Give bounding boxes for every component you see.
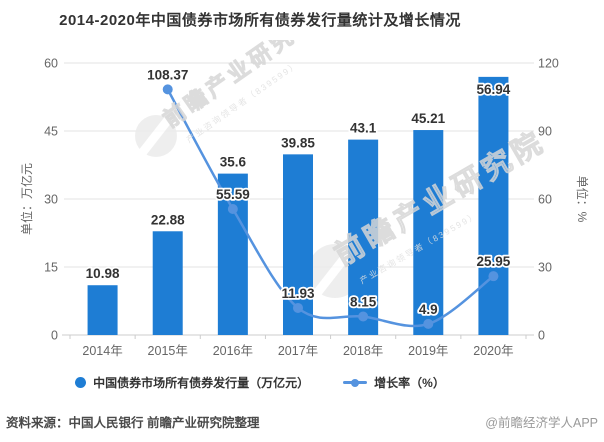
- x-axis-label: 2015年: [148, 344, 188, 358]
- bar-value-label: 43.1: [350, 121, 377, 136]
- x-axis: 2014年 2015年 2016年 2017年 2018年 2019年 2020年: [62, 334, 534, 358]
- bar-2018年[interactable]: [348, 139, 379, 335]
- bar-series: [87, 76, 509, 335]
- page-title: 2014-2020年中国债券市场所有债券发行量统计及增长情况: [59, 12, 461, 29]
- x-axis-label: 2020年: [473, 344, 513, 358]
- line-series-marker-icon: [343, 377, 368, 388]
- line-points: [162, 84, 499, 329]
- watermark-text: 前瞻产业研究院: [159, 40, 322, 132]
- line-point-2018年[interactable]: [358, 311, 369, 322]
- growth-rate-line: [166, 88, 495, 328]
- footer: 资料来源：中国人民银行 前瞻产业研究院整理 @前瞻经济学人APP: [0, 413, 604, 433]
- y-axis-tick-label-left: 30: [44, 193, 58, 207]
- y-axis-right-title: 单位：%: [575, 176, 590, 223]
- y-axis-tick-label-left: 15: [44, 261, 58, 275]
- bar-value-label: 35.6: [220, 155, 247, 170]
- y-axis-tick-label-right: 0: [538, 329, 545, 343]
- line-value-label: 4.9: [419, 302, 438, 317]
- bar-value-label: 56.94: [477, 82, 511, 97]
- y-axis-tick-label-left: 45: [44, 125, 58, 139]
- y-axis-tick-label-left: 60: [44, 57, 58, 71]
- bar-2019年[interactable]: [413, 130, 444, 335]
- y-axis-tick-label-left: 0: [51, 329, 58, 343]
- legend-label-issuance: 中国债券市场所有债券发行量（万亿元）: [93, 376, 310, 390]
- line-value-label: 108.37: [147, 67, 188, 82]
- bar-value-label: 22.88: [151, 212, 185, 227]
- bar-value-label: 45.21: [411, 111, 445, 126]
- source-note: 资料来源：中国人民银行 前瞻产业研究院整理: [6, 416, 260, 430]
- y-axis-tick-label-right: 30: [538, 261, 552, 275]
- value-labels: 10.98 22.88 35.6 39.85 43.1 45.21 56.94 108.37 5…: [84, 66, 513, 319]
- line-point-2016年[interactable]: [227, 203, 238, 214]
- legend-item-issuance[interactable]: 中国债券市场所有债券发行量（万亿元）: [75, 374, 309, 391]
- line-point-2015年[interactable]: [162, 84, 173, 95]
- line-value-label: 11.93: [281, 286, 315, 301]
- bar-value-label: 10.98: [86, 266, 120, 281]
- x-axis-label: 2016年: [213, 344, 253, 358]
- line-point-2020年[interactable]: [488, 271, 499, 282]
- y-axis-left-title: 单位：万亿元: [19, 163, 34, 235]
- line-value-label: 8.15: [350, 295, 377, 310]
- y-axis-tick-label-right: 90: [538, 125, 552, 139]
- legend-label-growth-rate: 增长率（%）: [374, 376, 445, 390]
- legend: 中国债券市场所有债券发行量（万亿元） 增长率（%）: [0, 374, 520, 391]
- x-axis-label: 2018年: [343, 344, 383, 358]
- line-value-label: 25.95: [477, 254, 511, 269]
- app-credit: @前瞻经济学人APP: [485, 416, 598, 430]
- line-point-2017年[interactable]: [293, 302, 303, 313]
- y-axis-tick-label-right: 120: [538, 57, 559, 71]
- bar-2016年[interactable]: [217, 173, 248, 335]
- y-axis-tick-label-right: 60: [538, 193, 552, 207]
- x-axis-label: 2019年: [408, 344, 448, 358]
- bar-2015年[interactable]: [152, 231, 183, 335]
- x-axis-label: 2014年: [82, 344, 122, 358]
- line-value-label: 55.59: [216, 187, 250, 202]
- x-axis-label: 2017年: [278, 344, 318, 358]
- line-point-2019年[interactable]: [423, 318, 434, 329]
- bar-series-marker-icon: [75, 377, 87, 388]
- bar-2014年[interactable]: [87, 285, 118, 335]
- bar-2020年[interactable]: [478, 76, 509, 335]
- bar-value-label: 39.85: [281, 135, 315, 150]
- legend-item-growth-rate[interactable]: 增长率（%）: [343, 374, 445, 391]
